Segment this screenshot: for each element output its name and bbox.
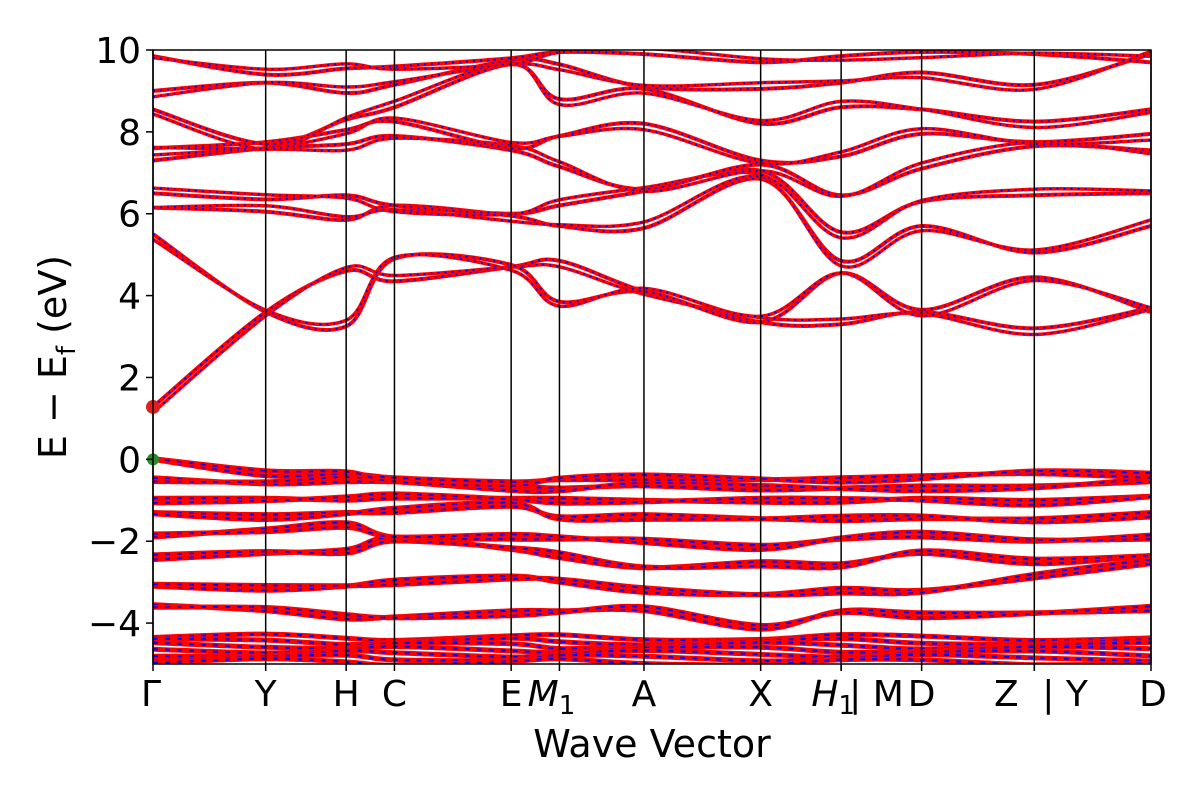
band-vb-top-overlay [153,458,1151,483]
band-cb-8-pair-overlay [153,50,1151,98]
band-vb-5-pair-overlay [153,501,1151,523]
x-axis-title: Wave Vector [533,722,771,766]
y-axis-title-unit: (eV) [31,255,75,346]
band-cb-2-pair [153,237,1151,327]
band-cb-3-pair-overlay [153,175,1151,269]
high-symmetry-lines [152,50,1152,664]
band-cb-9-pair [153,50,1151,72]
bands-layer [153,50,1151,664]
deep-valence-band-1 [153,631,1151,644]
svg-text:E − Ef (eV): E − Ef (eV) [31,255,82,459]
band-cb-1-pair [153,262,1151,414]
band-cb-4-pair-overlay [153,171,1151,239]
deep-valence-band-5-overlay [153,649,1151,659]
y-axis-title-sub: f [52,345,82,355]
band-vb-top-pair-overlay [153,457,1151,487]
xtick-label-10: D [908,674,936,715]
band-cb-4-overlay [153,168,1151,234]
band-cb-5-pair [153,136,1151,199]
band-cb-5-overlay [153,134,1151,197]
xtick-label-0: Γ [141,674,161,715]
band-cb-4-pair [153,170,1151,240]
xtick-label-9: | M [849,674,904,715]
band-vb-4-pair-overlay [153,526,1151,551]
band-cb-6-pair-overlay [153,117,1151,165]
band-vb-1-pair-overlay [153,605,1151,627]
band-vb-6-pair-overlay [153,492,1151,507]
y-axis-ticks: −4 −2 0 2 4 6 8 10 [88,31,153,645]
xtick-label-6: A [632,674,657,715]
y-axis-title-main: E − E [31,355,75,459]
xtick-label-13: D [1139,674,1167,715]
xtick-label-7: X [748,674,773,715]
ytick-label-3: 2 [118,358,141,399]
xtick-label-4: E [500,674,523,715]
band-cb-6-overlay [153,119,1151,164]
ytick-label-6: 8 [118,113,141,154]
xtick-label-3: C [382,674,407,715]
xtick-label-1: Y [254,674,278,715]
band-vb-3-pair-overlay [153,540,1151,569]
xtick-label-8: H1 [811,674,855,721]
band-cb-9 [153,50,1151,77]
xtick-label-11: Z [994,674,1019,715]
band-vb-7-overlay [153,476,1151,492]
ytick-label-1: −2 [88,522,141,563]
band-cb-4 [153,167,1151,235]
band-vb-6-overlay [153,495,1151,504]
ytick-label-0: −4 [88,604,141,645]
ytick-label-7: 10 [95,31,141,72]
xtick-label-2: H [333,674,360,715]
ytick-label-4: 4 [118,277,141,318]
xtick-label-12: | Y [1042,674,1089,715]
band-cb-7-pair-overlay [153,62,1151,151]
band-vb-2-pair-overlay [153,558,1151,596]
plot-frame [152,49,1152,665]
y-axis-title: E − Ef (eV) [31,255,82,459]
xtick-label-5: M1 [528,674,576,721]
ytick-label-5: 6 [118,195,141,236]
ytick-label-2: 0 [118,440,141,481]
deep-valence-band-2-overlay [153,637,1151,646]
band-vb-1-overlay [153,603,1151,631]
deep-valence-band-7-overlay [153,657,1151,664]
deep-valence-band-1-overlay [153,632,1151,642]
band-vb-7-pair-overlay [153,476,1151,493]
deep-valence-band-6-overlay [153,653,1151,663]
